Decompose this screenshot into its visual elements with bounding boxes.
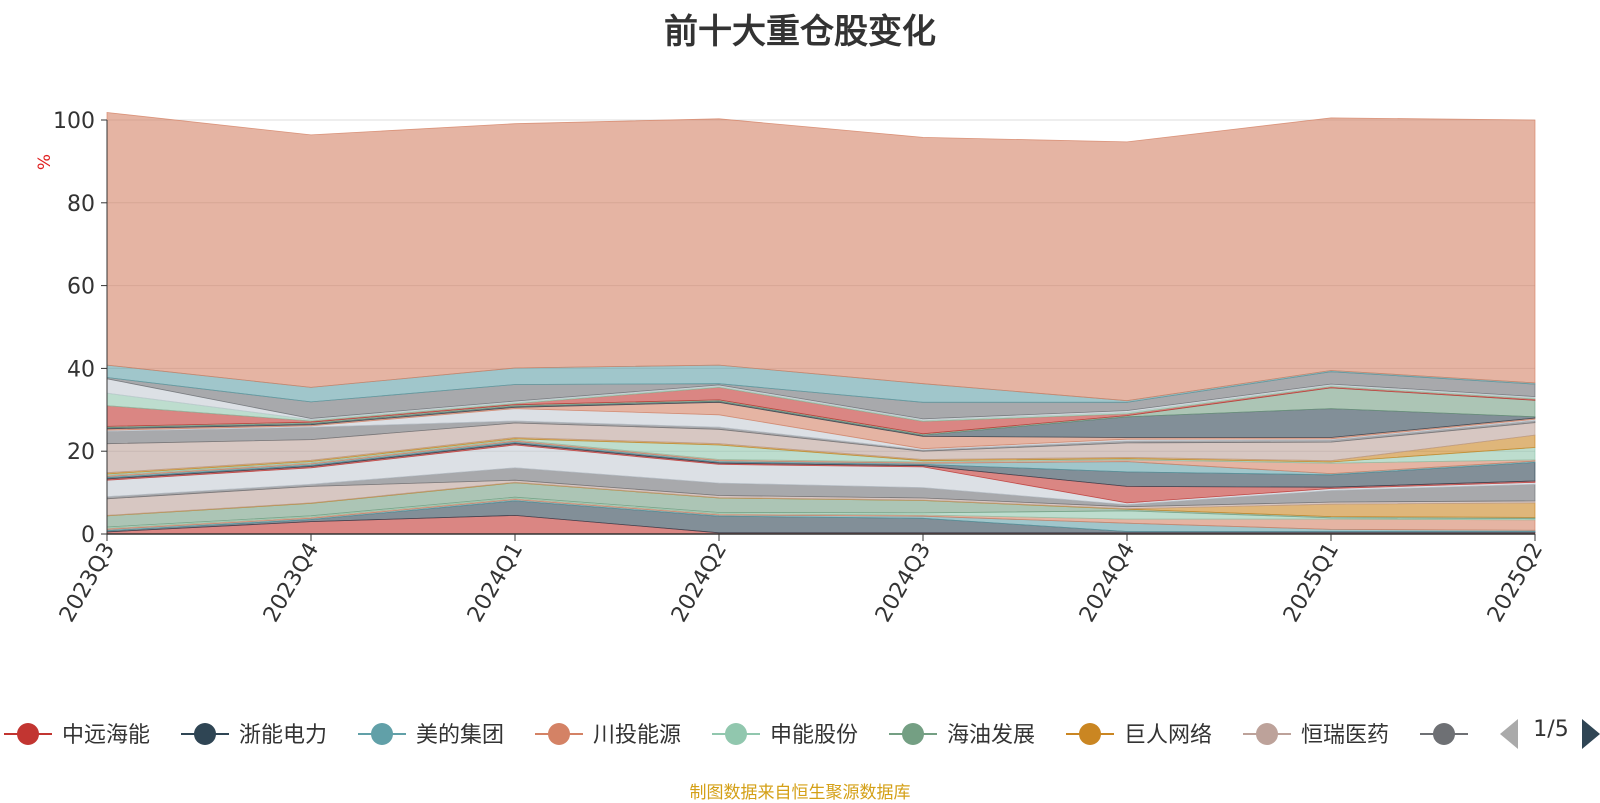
legend-item[interactable]: 浙能电力 — [181, 723, 327, 748]
data-source-note: 制图数据来自恒生聚源数据库 — [689, 783, 911, 803]
legend-label: 美的集团 — [416, 723, 504, 748]
legend: 中远海能 浙能电力 美的集团 川投能源 申能股份 海油发展 巨人网络 恒瑞医药 — [4, 700, 1600, 770]
legend-item[interactable]: 申能股份 — [712, 723, 858, 748]
legend-circle-icon — [1079, 723, 1101, 745]
x-tick-label: 2024Q4 — [1075, 539, 1140, 627]
y-axis-label: % — [35, 154, 55, 170]
legend-item[interactable] — [1420, 723, 1468, 745]
y-tick-label: 100 — [53, 109, 95, 134]
legend-item[interactable]: 恒瑞医药 — [1243, 723, 1389, 748]
legend-label: 中远海能 — [62, 723, 150, 748]
legend-item[interactable]: 海油发展 — [889, 723, 1035, 748]
y-tick-label: 20 — [67, 440, 95, 465]
legend-label: 海油发展 — [947, 723, 1035, 748]
legend-circle-icon — [1256, 723, 1278, 745]
chart-title: 前十大重仓股变化 — [664, 12, 936, 52]
legend-item[interactable]: 川投能源 — [535, 723, 681, 748]
area-series-28[interactable] — [106, 112, 1536, 402]
y-tick-label: 60 — [67, 275, 95, 300]
legend-label: 巨人网络 — [1124, 723, 1212, 748]
legend-prev-arrow-icon[interactable] — [1500, 719, 1518, 749]
legend-item[interactable]: 巨人网络 — [1066, 723, 1212, 748]
legend-page-number: 1/5 — [1533, 717, 1569, 742]
legend-circle-icon — [548, 723, 570, 745]
legend-item[interactable]: 中远海能 — [4, 723, 150, 748]
legend-circle-icon — [902, 723, 924, 745]
y-tick-label: 0 — [81, 523, 95, 548]
legend-next-arrow-icon[interactable] — [1582, 719, 1600, 749]
x-tick-label: 2023Q3 — [55, 539, 120, 627]
legend-label: 浙能电力 — [239, 723, 327, 748]
legend-circle-icon — [17, 723, 39, 745]
x-tick-label: 2023Q4 — [259, 539, 324, 627]
legend-circle-icon — [725, 723, 747, 745]
legend-circle-icon — [194, 723, 216, 745]
x-tick-label: 2024Q3 — [871, 539, 936, 627]
y-tick-label: 40 — [67, 357, 95, 382]
legend-item[interactable]: 美的集团 — [358, 723, 504, 748]
legend-circle-icon — [371, 723, 393, 745]
y-tick-label: 80 — [67, 192, 95, 217]
legend-label: 申能股份 — [770, 723, 858, 748]
legend-pager: 1/5 — [1500, 715, 1600, 755]
x-tick-label: 2025Q2 — [1483, 539, 1548, 627]
x-tick-label: 2024Q2 — [667, 539, 732, 627]
legend-label: 恒瑞医药 — [1301, 723, 1389, 748]
legend-circle-icon — [1433, 723, 1455, 745]
x-tick-label: 2025Q1 — [1279, 539, 1344, 627]
area-series-group — [106, 112, 1536, 535]
legend-label: 川投能源 — [593, 723, 681, 748]
x-tick-label: 2024Q1 — [463, 539, 528, 627]
